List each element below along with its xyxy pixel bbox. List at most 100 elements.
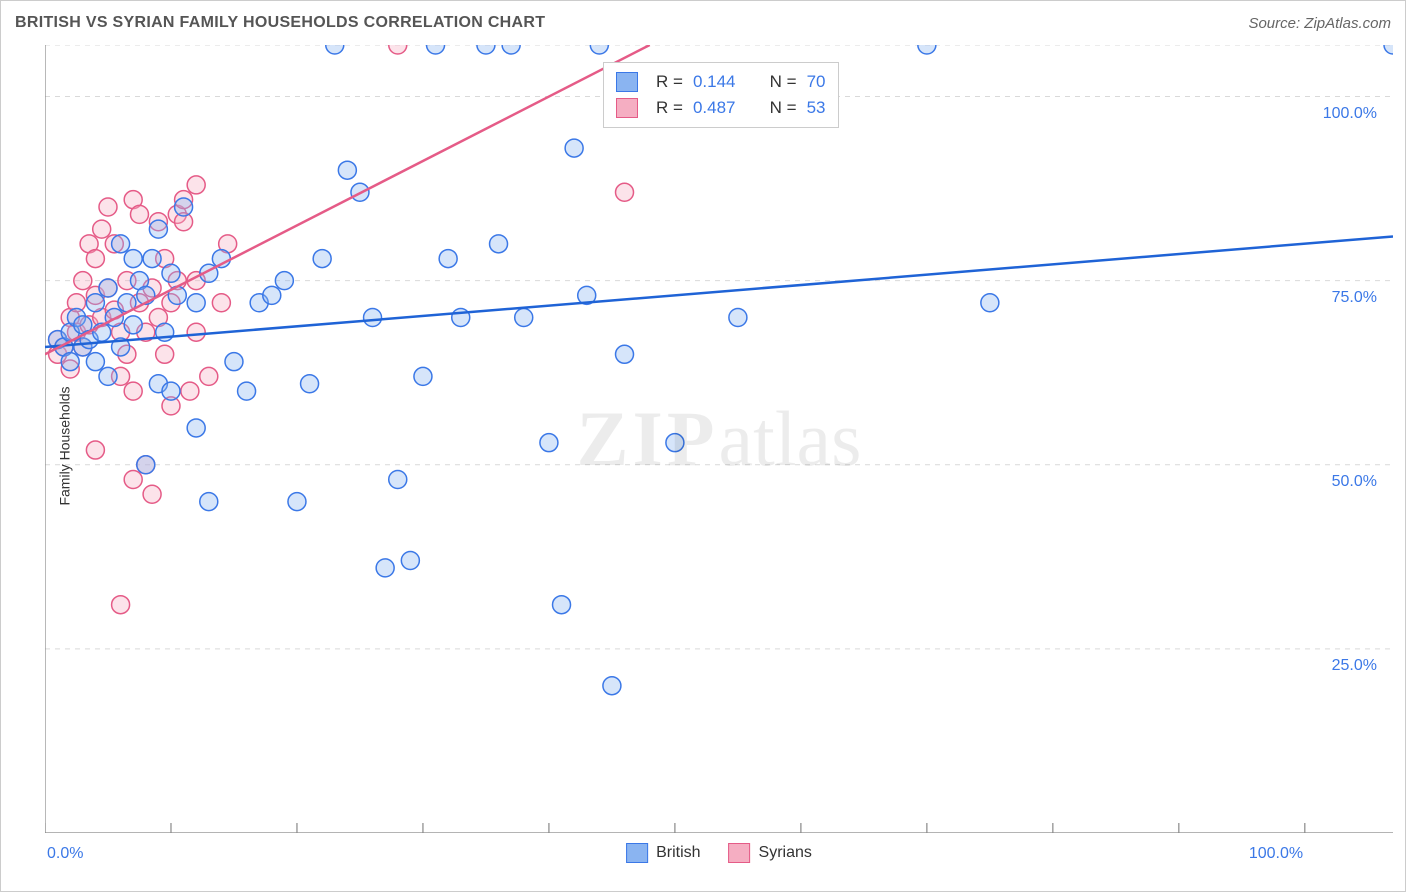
legend-swatch [626,843,648,863]
scatter-point [553,596,571,614]
scatter-point [439,250,457,268]
scatter-point [590,45,608,54]
scatter-point [263,286,281,304]
scatter-point [162,382,180,400]
scatter-point [162,264,180,282]
x-tick-label: 0.0% [47,845,83,863]
stat-n-value: 70 [807,69,826,95]
scatter-point [86,353,104,371]
scatter-point [212,294,230,312]
scatter-point [149,220,167,238]
x-axis-row: 0.0% 100.0% British Syrians [45,839,1393,887]
legend-swatch [729,843,751,863]
scatter-point [74,272,92,290]
scatter-point [301,375,319,393]
scatter-point [918,45,936,54]
scatter-point [86,294,104,312]
scatter-point [187,294,205,312]
stat-legend-row: R = 0.144 N = 70 [616,69,826,95]
scatter-point [313,250,331,268]
scatter-point [124,382,142,400]
chart-title: BRITISH VS SYRIAN FAMILY HOUSEHOLDS CORR… [15,14,545,32]
scatter-point [187,323,205,341]
scatter-point [99,279,117,297]
stat-r-label: R = [656,69,683,95]
scatter-point [86,250,104,268]
scatter-point [490,235,508,253]
scatter-point [175,198,193,216]
stat-r-value: 0.487 [693,95,736,121]
y-tick-label: 25.0% [1332,657,1377,675]
scatter-point [477,45,495,54]
scatter-point [112,596,130,614]
scatter-point [729,308,747,326]
scatter-point [427,45,445,54]
scatter-point [225,353,243,371]
scatter-point [540,434,558,452]
scatter-point [238,382,256,400]
scatter-point [603,677,621,695]
scatter-point [1384,45,1393,54]
x-tick-label: 100.0% [1249,845,1303,863]
scatter-point [86,441,104,459]
scatter-point [93,220,111,238]
scatter-point [187,176,205,194]
y-tick-label: 50.0% [1332,473,1377,491]
scatter-point [515,308,533,326]
scatter-point [124,471,142,489]
scatter-point [338,161,356,179]
scatter-point [981,294,999,312]
stat-n-label: N = [770,95,797,121]
scatter-point [61,353,79,371]
scatter-point [112,235,130,253]
bottom-legend: British Syrians [626,843,812,863]
legend-item: Syrians [729,843,812,863]
legend-item: British [626,843,700,863]
scatter-point [137,456,155,474]
legend-label: British [656,844,700,861]
scatter-point [130,205,148,223]
stat-legend-row: R = 0.487 N = 53 [616,95,826,121]
scatter-plot-svg [45,45,1393,833]
y-tick-label: 75.0% [1332,289,1377,307]
y-tick-label: 100.0% [1323,105,1377,123]
scatter-point [326,45,344,54]
scatter-point [99,198,117,216]
scatter-point [376,559,394,577]
scatter-point [143,485,161,503]
scatter-point [414,367,432,385]
scatter-point [389,45,407,54]
scatter-point [200,493,218,511]
scatter-point [401,552,419,570]
scatter-point [616,345,634,363]
stat-r-value: 0.144 [693,69,736,95]
stat-swatch [616,98,638,118]
stat-legend: R = 0.144 N = 70R = 0.487 N = 53 [603,62,839,128]
scatter-point [99,367,117,385]
stat-n-value: 53 [807,95,826,121]
chart-container: BRITISH VS SYRIAN FAMILY HOUSEHOLDS CORR… [0,0,1406,892]
scatter-point [187,419,205,437]
source-label: Source: ZipAtlas.com [1248,15,1391,32]
scatter-point [124,316,142,334]
trend-line [45,236,1393,346]
scatter-point [364,308,382,326]
scatter-point [275,272,293,290]
scatter-point [288,493,306,511]
stat-n-label: N = [770,69,797,95]
scatter-point [389,471,407,489]
scatter-point [502,45,520,54]
title-row: BRITISH VS SYRIAN FAMILY HOUSEHOLDS CORR… [15,9,1391,37]
scatter-point [565,139,583,157]
scatter-point [666,434,684,452]
scatter-point [124,250,142,268]
stat-swatch [616,72,638,92]
plot-area: ZIPatlas R = 0.144 N = 70R = 0.487 N = 5… [45,45,1393,833]
scatter-point [143,250,161,268]
scatter-point [181,382,199,400]
scatter-point [616,183,634,201]
stat-r-label: R = [656,95,683,121]
legend-label: Syrians [759,844,812,861]
scatter-point [156,345,174,363]
scatter-point [200,367,218,385]
